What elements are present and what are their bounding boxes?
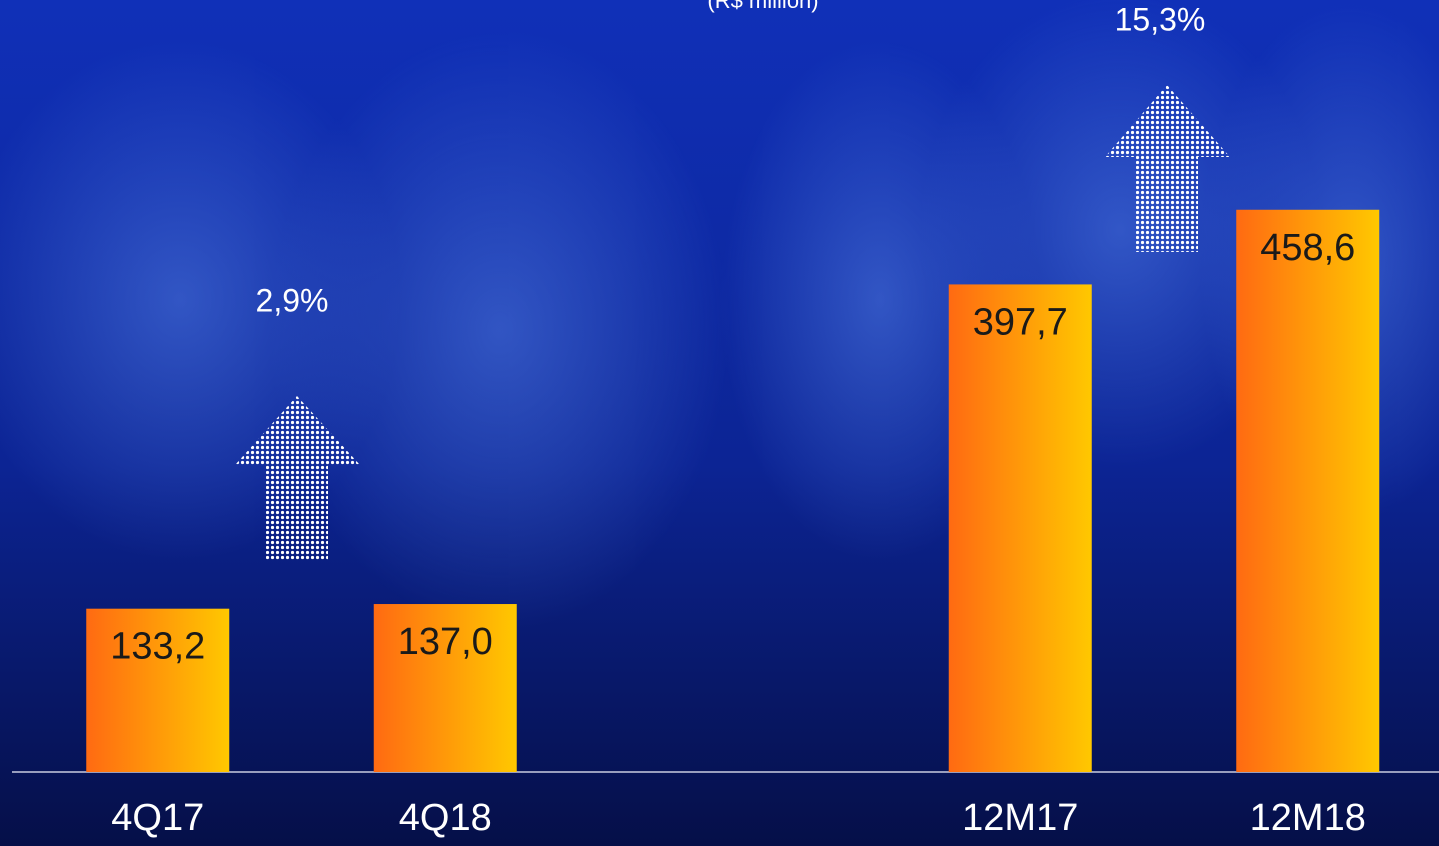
annotation: 2,9% <box>256 282 329 318</box>
x-tick-label: 12M18 <box>1250 797 1366 839</box>
subtitle: (R$ million) <box>707 0 818 13</box>
value-label: 133,2 <box>110 626 205 668</box>
bar <box>1236 209 1380 772</box>
bar <box>86 608 230 772</box>
arrow-up <box>235 396 360 560</box>
value-label: 137,0 <box>398 621 493 663</box>
value-label: 397,7 <box>973 301 1068 343</box>
annotation: 15,3% <box>1115 1 1206 37</box>
bar <box>373 604 517 772</box>
value-label: 458,6 <box>1260 227 1355 269</box>
x-tick-label: 4Q17 <box>111 797 204 839</box>
arrow-up <box>1105 85 1230 252</box>
x-tick-label: 12M17 <box>962 797 1078 839</box>
bar <box>948 284 1092 772</box>
x-tick-label: 4Q18 <box>399 797 492 839</box>
